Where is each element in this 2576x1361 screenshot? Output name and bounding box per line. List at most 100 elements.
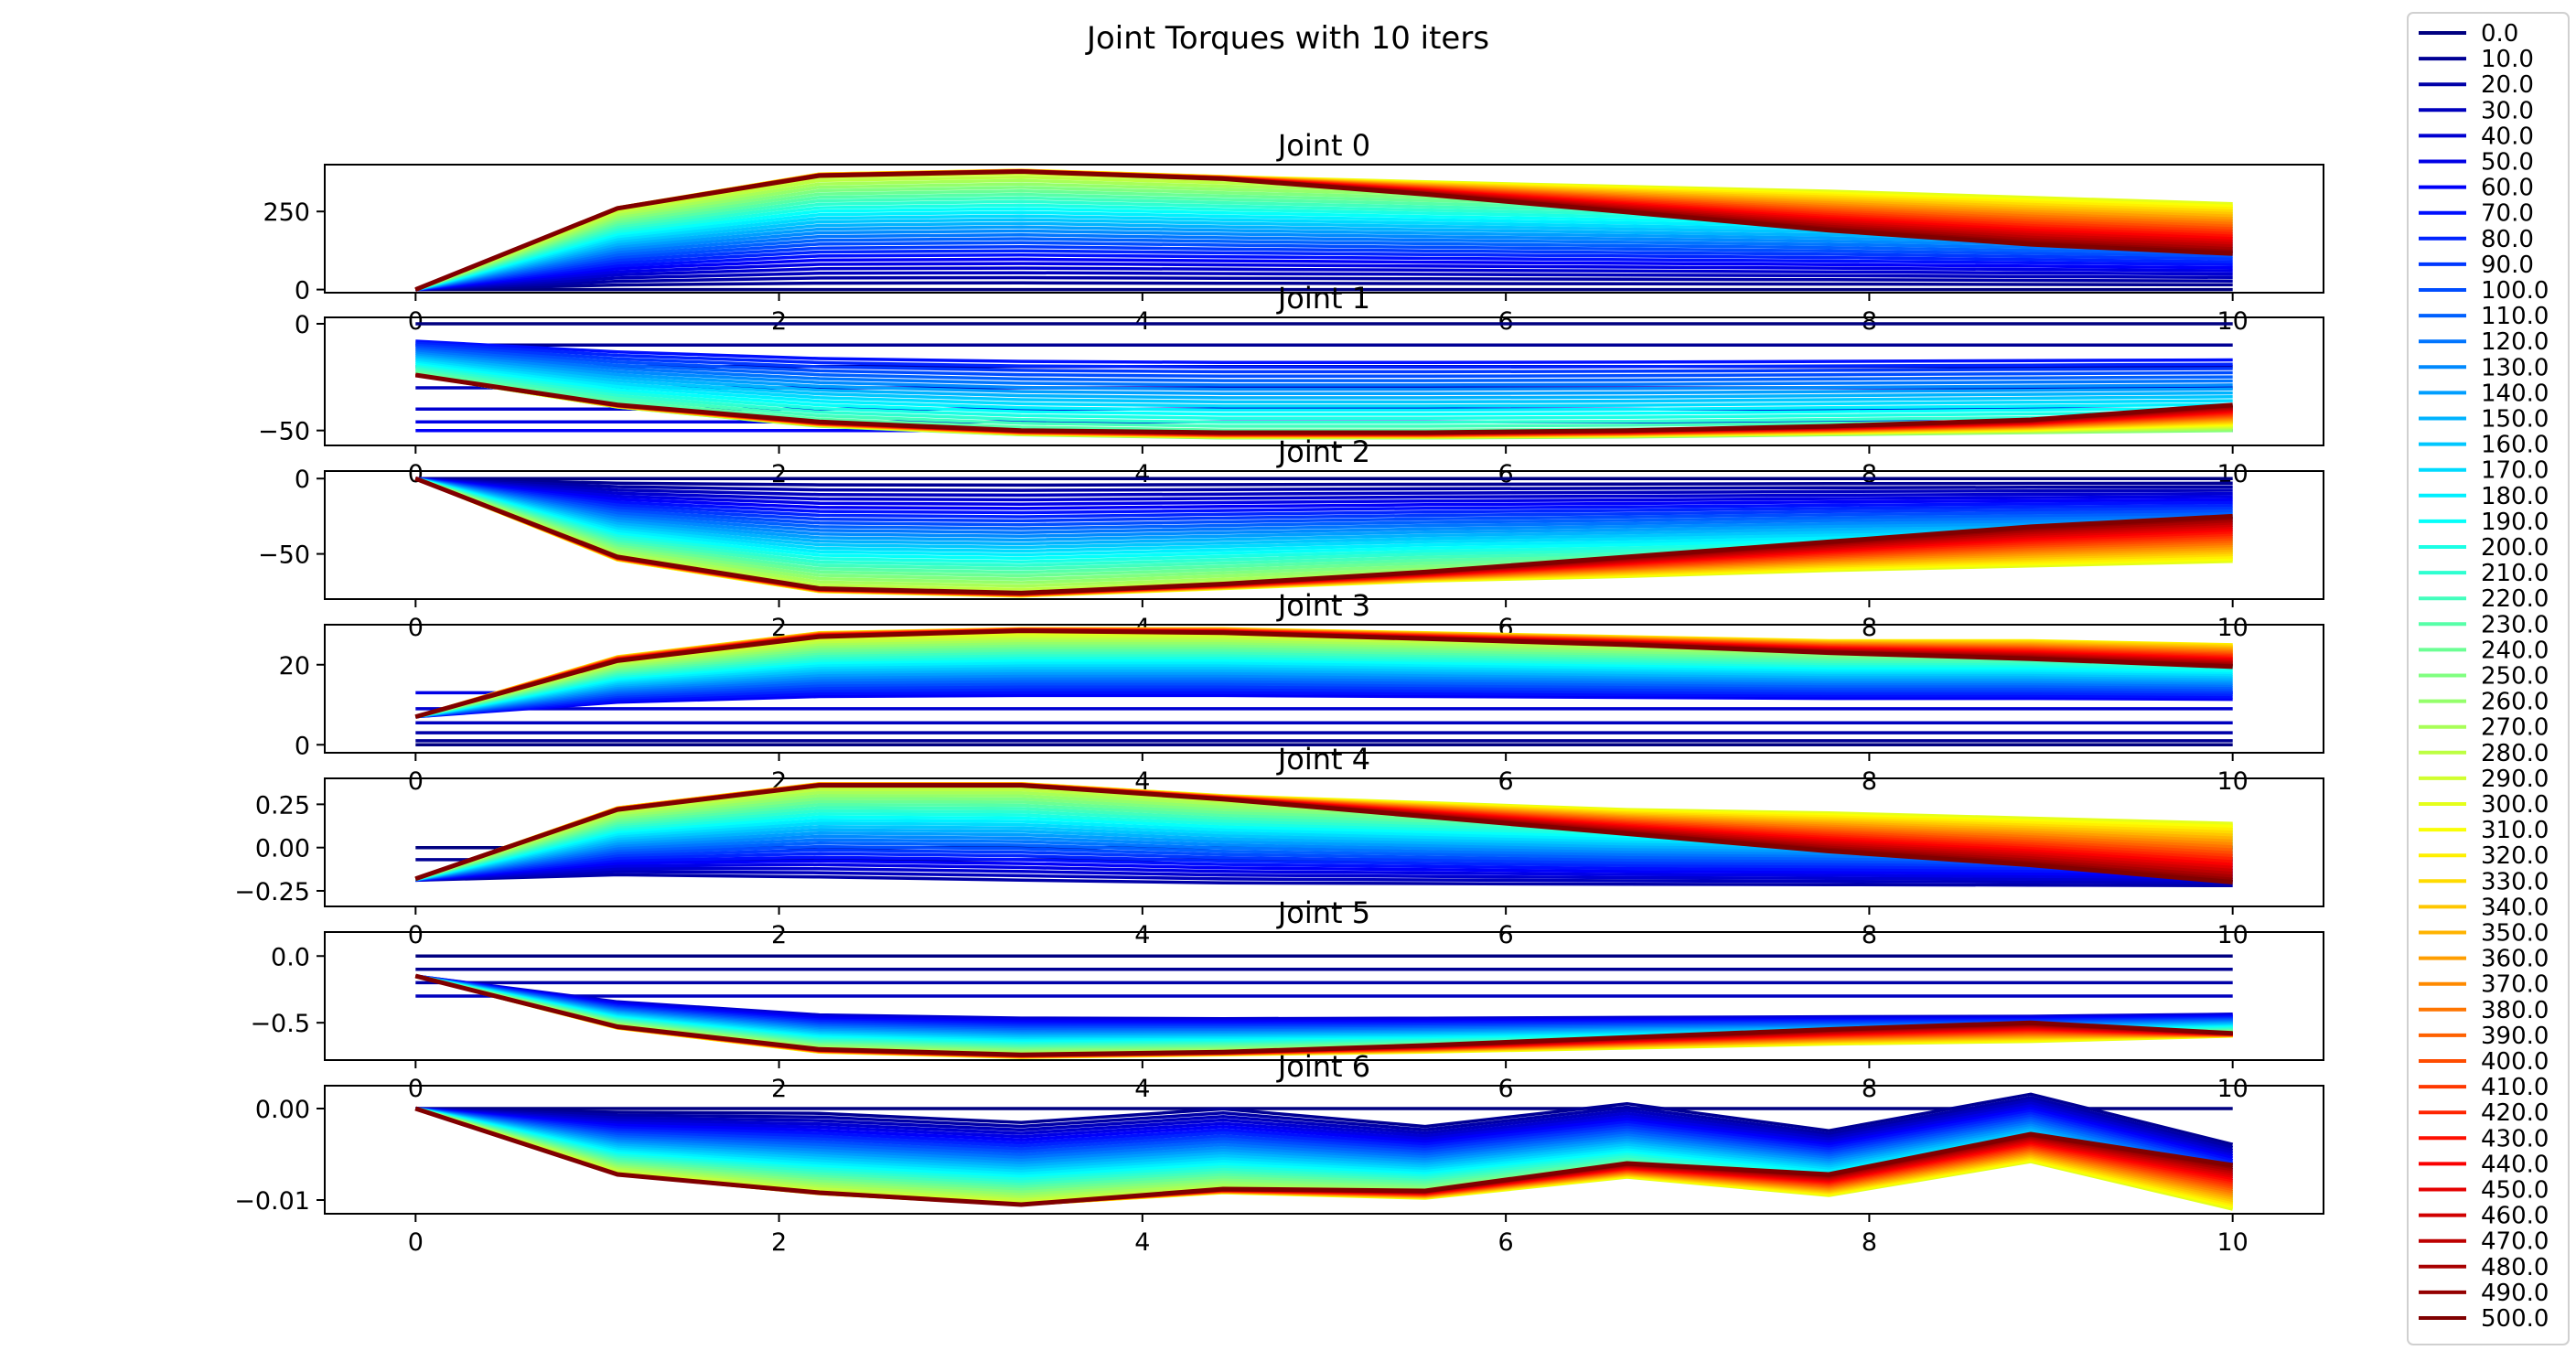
x-tick-label: 2 [771, 614, 787, 642]
x-tick-label: 4 [1134, 921, 1150, 949]
series-line-30.0 [415, 271, 2233, 292]
x-tick-label: 0 [408, 921, 424, 949]
series-line-170.0 [415, 359, 2233, 408]
x-tick-label: 10 [2217, 921, 2249, 949]
series-line-130.0 [415, 674, 2233, 719]
series-line-80.0 [415, 477, 2233, 519]
series-line-20.0 [415, 477, 2233, 492]
y-tick-label: 0 [295, 732, 310, 760]
series-line-90.0 [415, 685, 2233, 719]
series-line-100.0 [415, 241, 2233, 292]
axes-frame [324, 164, 2324, 294]
series-line-500.0 [414, 476, 2233, 595]
legend-label: 430.0 [2481, 1125, 2549, 1152]
legend-label: 170.0 [2481, 457, 2549, 485]
series-line-80.0 [415, 688, 2233, 719]
subplot-title: Joint 0 [1276, 128, 1370, 163]
axes-frame [324, 777, 2324, 907]
x-tick-label: 6 [1498, 1075, 1514, 1103]
legend-label: 260.0 [2481, 689, 2549, 716]
series-group [414, 781, 2233, 888]
series-line-30.0 [415, 477, 2233, 498]
legend-label: 140.0 [2481, 380, 2549, 407]
x-tick-label: 10 [2217, 1075, 2249, 1103]
x-tick-label: 6 [1498, 1228, 1514, 1257]
y-tick-label: 20 [279, 652, 310, 680]
x-tick-label: 0 [408, 307, 424, 336]
subplot-title: Joint 6 [1276, 1049, 1370, 1084]
legend-label: 310.0 [2481, 817, 2549, 844]
series-line-80.0 [415, 249, 2233, 292]
series-line-70.0 [415, 691, 2233, 719]
series-line-80.0 [415, 852, 2233, 882]
series-line-60.0 [415, 1107, 2234, 1160]
series-line-40.0 [415, 266, 2233, 292]
y-tick-label: 0 [295, 277, 310, 305]
axes-frame [324, 316, 2324, 446]
series-line-90.0 [415, 477, 2233, 523]
series-line-60.0 [415, 693, 2233, 719]
legend-label: 470.0 [2481, 1228, 2549, 1256]
legend-label: 400.0 [2481, 1048, 2549, 1076]
x-tick-label: 0 [408, 1228, 424, 1257]
y-tick-label: −50 [258, 541, 310, 570]
series-line-110.0 [415, 237, 2233, 292]
x-tick-label: 10 [2217, 614, 2249, 642]
series-line-120.0 [415, 1107, 2234, 1174]
series-line-60.0 [415, 859, 2233, 882]
x-tick-label: 4 [1134, 460, 1150, 488]
legend-label: 420.0 [2481, 1099, 2549, 1127]
x-tick-label: 4 [1134, 307, 1150, 336]
subplot-title: Joint 3 [1276, 588, 1370, 623]
series-line-150.0 [414, 477, 2233, 546]
series-line-500.0 [414, 783, 2233, 884]
x-tick-label: 2 [771, 460, 787, 488]
series-line-70.0 [415, 339, 2233, 365]
subplot-title: Joint 1 [1276, 281, 1370, 316]
series-line-160.0 [415, 666, 2233, 719]
x-tick-label: 0 [408, 614, 424, 642]
figure-title: Joint Torques with 10 iters [1086, 20, 1490, 57]
x-tick-label: 6 [1498, 307, 1514, 336]
x-tick-label: 6 [1498, 921, 1514, 949]
legend-label: 240.0 [2481, 637, 2549, 664]
legend-label: 10.0 [2481, 46, 2534, 73]
series-line-80.0 [415, 1107, 2234, 1165]
series-line-210.0 [414, 653, 2233, 719]
series-group [414, 476, 2233, 598]
series-line-100.0 [415, 844, 2233, 882]
x-tick-label: 6 [1498, 767, 1514, 796]
subplot-joint-2: 0 −50 0 2 4 6 8 10 Joint 2 [258, 434, 2324, 642]
series-line-50.0 [415, 1104, 2234, 1158]
series-group [414, 322, 2233, 440]
legend-label: 110.0 [2481, 303, 2549, 330]
series-line-220.0 [414, 650, 2233, 719]
series-line-10.0 [415, 281, 2233, 292]
y-tick-label: 250 [263, 198, 310, 227]
legend-label: 320.0 [2481, 842, 2549, 870]
x-tick-label: 0 [408, 460, 424, 488]
legend-label: 30.0 [2481, 97, 2534, 124]
legend-label: 340.0 [2481, 894, 2549, 921]
series-line-150.0 [414, 1107, 2234, 1181]
legend-label: 210.0 [2481, 560, 2549, 587]
legend-label: 180.0 [2481, 483, 2549, 510]
series-line-120.0 [414, 477, 2233, 534]
series-line-50.0 [415, 477, 2233, 506]
x-tick-label: 4 [1134, 1075, 1150, 1103]
subplot-joint-1: 0 −50 0 2 4 6 8 10 Joint 1 [258, 281, 2324, 488]
legend-label: 370.0 [2481, 971, 2549, 999]
y-tick-label: −0.5 [250, 1010, 310, 1038]
y-tick-label: 0 [295, 466, 310, 494]
y-tick-label: 0 [295, 311, 310, 339]
series-line-10.0 [415, 1092, 2234, 1146]
series-group [414, 1092, 2234, 1211]
series-line-190.0 [415, 362, 2233, 416]
legend: 0.010.020.030.040.050.060.070.080.090.01… [2407, 12, 2570, 1345]
series-line-200.0 [414, 656, 2233, 719]
legend-label: 200.0 [2481, 534, 2549, 562]
legend-label: 80.0 [2481, 226, 2534, 253]
legend-label: 330.0 [2481, 868, 2549, 895]
subplot-joint-5: 0.0 −0.5 0 2 4 6 8 10 Joint 5 [250, 895, 2324, 1103]
x-tick-label: 0 [408, 767, 424, 796]
